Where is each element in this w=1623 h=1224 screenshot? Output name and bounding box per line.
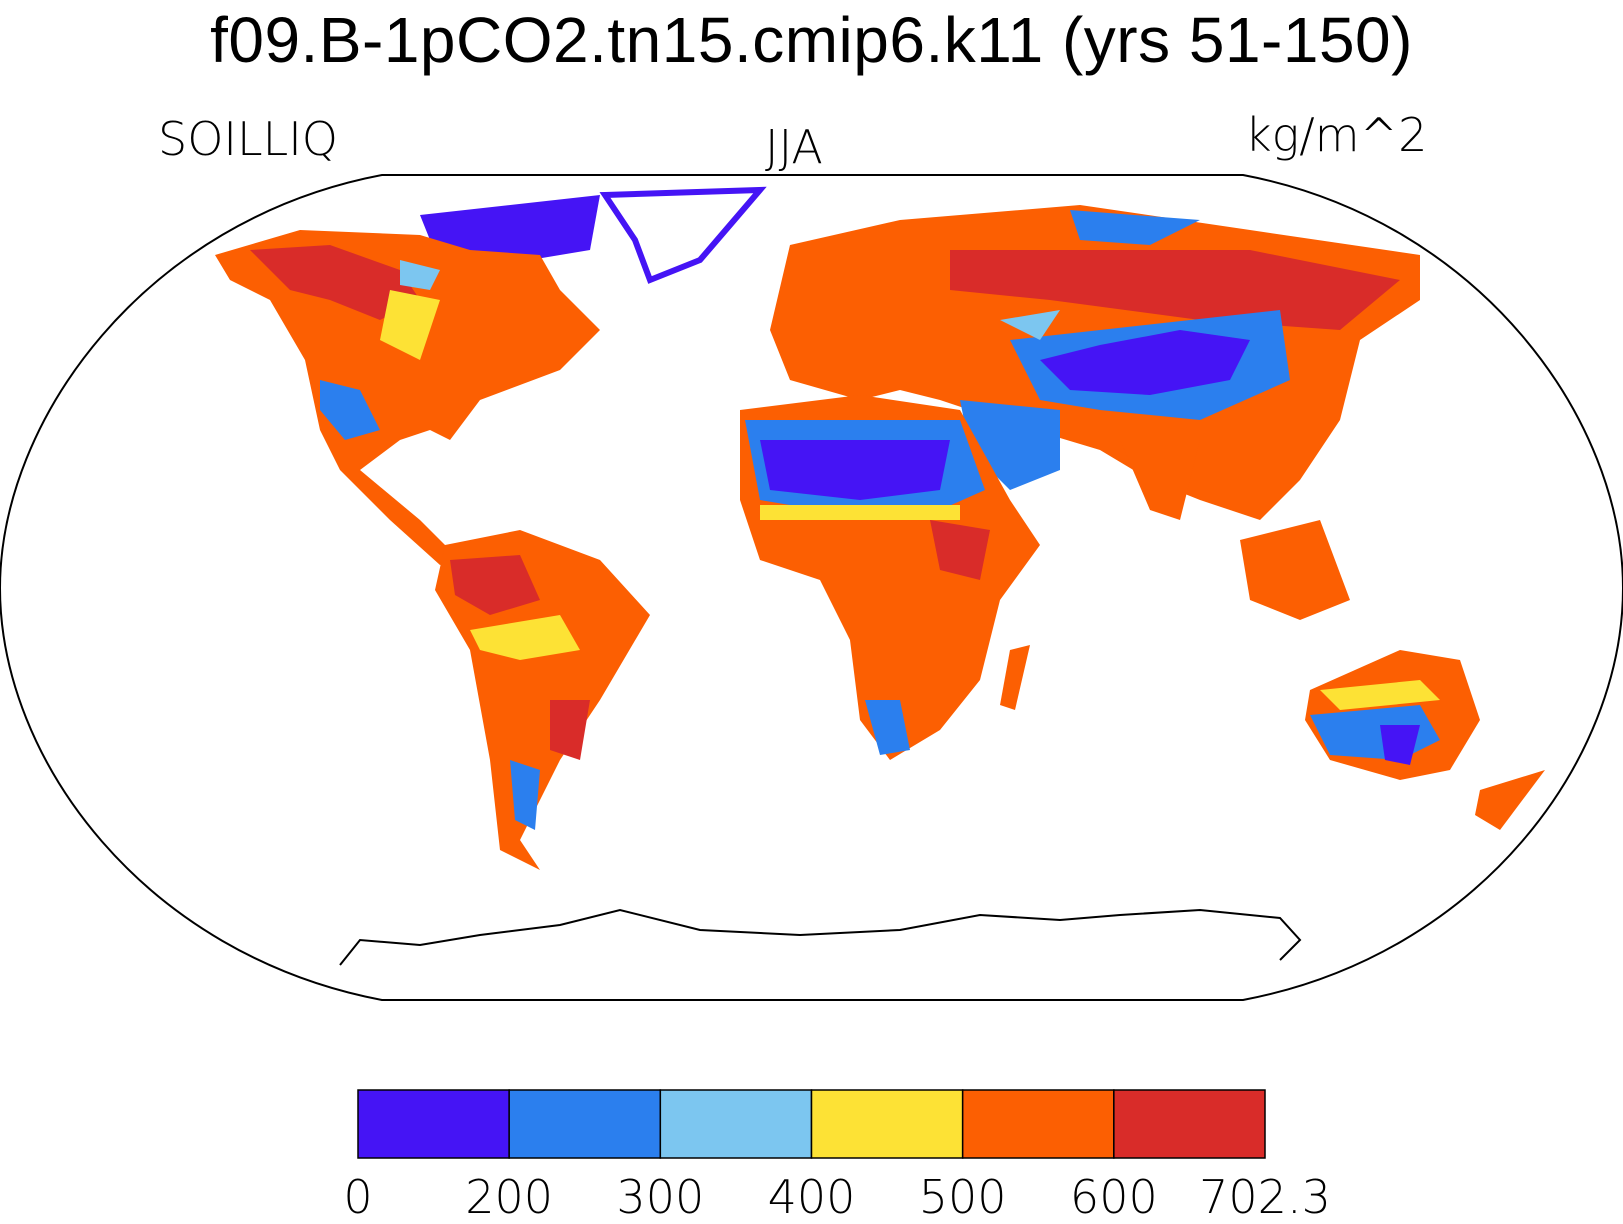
north-america-lightblue bbox=[400, 260, 440, 290]
season-label: JJA bbox=[765, 120, 823, 174]
southeast-asia-region bbox=[1240, 520, 1350, 620]
sahel-yellow bbox=[760, 505, 960, 520]
colorbar-swatch bbox=[508, 1089, 662, 1159]
colorbar-tick-label: 300 bbox=[616, 1170, 705, 1224]
south-america-blue bbox=[510, 760, 540, 830]
central-asia-lightblue bbox=[1000, 310, 1060, 340]
madagascar-region bbox=[1000, 645, 1030, 710]
australia-deepblue bbox=[1380, 725, 1420, 765]
antarctica-coastline bbox=[339, 908, 1302, 966]
colorbar-swatch bbox=[659, 1089, 813, 1159]
south-america-red-south bbox=[550, 700, 590, 760]
colorbar-tick-label: 0 bbox=[343, 1170, 373, 1224]
colorbar bbox=[357, 1089, 1266, 1159]
south-america-yellow bbox=[470, 615, 580, 660]
south-america-red bbox=[450, 555, 540, 615]
colorbar-tick-label: 200 bbox=[465, 1170, 554, 1224]
arctic-islands-region bbox=[420, 195, 600, 260]
map-boundary bbox=[0, 174, 1623, 1001]
land-fields bbox=[215, 186, 1545, 966]
new-zealand-region bbox=[1475, 770, 1545, 830]
arabia-blue bbox=[960, 400, 1060, 490]
central-asia-deepblue bbox=[1040, 330, 1250, 395]
australia-yellow bbox=[1320, 680, 1440, 710]
india-region bbox=[1120, 440, 1200, 520]
colorbar-tick-label: 702.3 bbox=[1199, 1170, 1331, 1224]
colorbar-tick-label: 400 bbox=[767, 1170, 856, 1224]
colorbar-tick-label: 500 bbox=[918, 1170, 1007, 1224]
north-america-blue bbox=[320, 380, 380, 440]
siberia-red bbox=[950, 250, 1400, 330]
north-america-region bbox=[215, 230, 600, 565]
north-america-red bbox=[250, 245, 420, 320]
greenland-region bbox=[599, 186, 767, 284]
south-africa-blue bbox=[865, 700, 910, 755]
colorbar-swatch bbox=[357, 1089, 510, 1159]
colorbar-swatch bbox=[810, 1089, 964, 1159]
colorbar-swatch bbox=[1113, 1089, 1266, 1159]
arctic-russia-blue bbox=[1070, 210, 1200, 245]
colorbar-swatch bbox=[961, 1089, 1115, 1159]
sahara-deepblue bbox=[760, 440, 950, 500]
variable-label: SOILLIQ bbox=[158, 112, 339, 166]
plot-title: f09.B-1pCO2.tn15.cmip6.k11 (yrs 51-150) bbox=[210, 4, 1413, 76]
units-label: kg/m^2 bbox=[1245, 108, 1428, 162]
north-america-yellow bbox=[380, 290, 440, 360]
colorbar-tick-label: 600 bbox=[1069, 1170, 1158, 1224]
south-america-region bbox=[435, 530, 650, 870]
africa-red bbox=[930, 520, 990, 580]
